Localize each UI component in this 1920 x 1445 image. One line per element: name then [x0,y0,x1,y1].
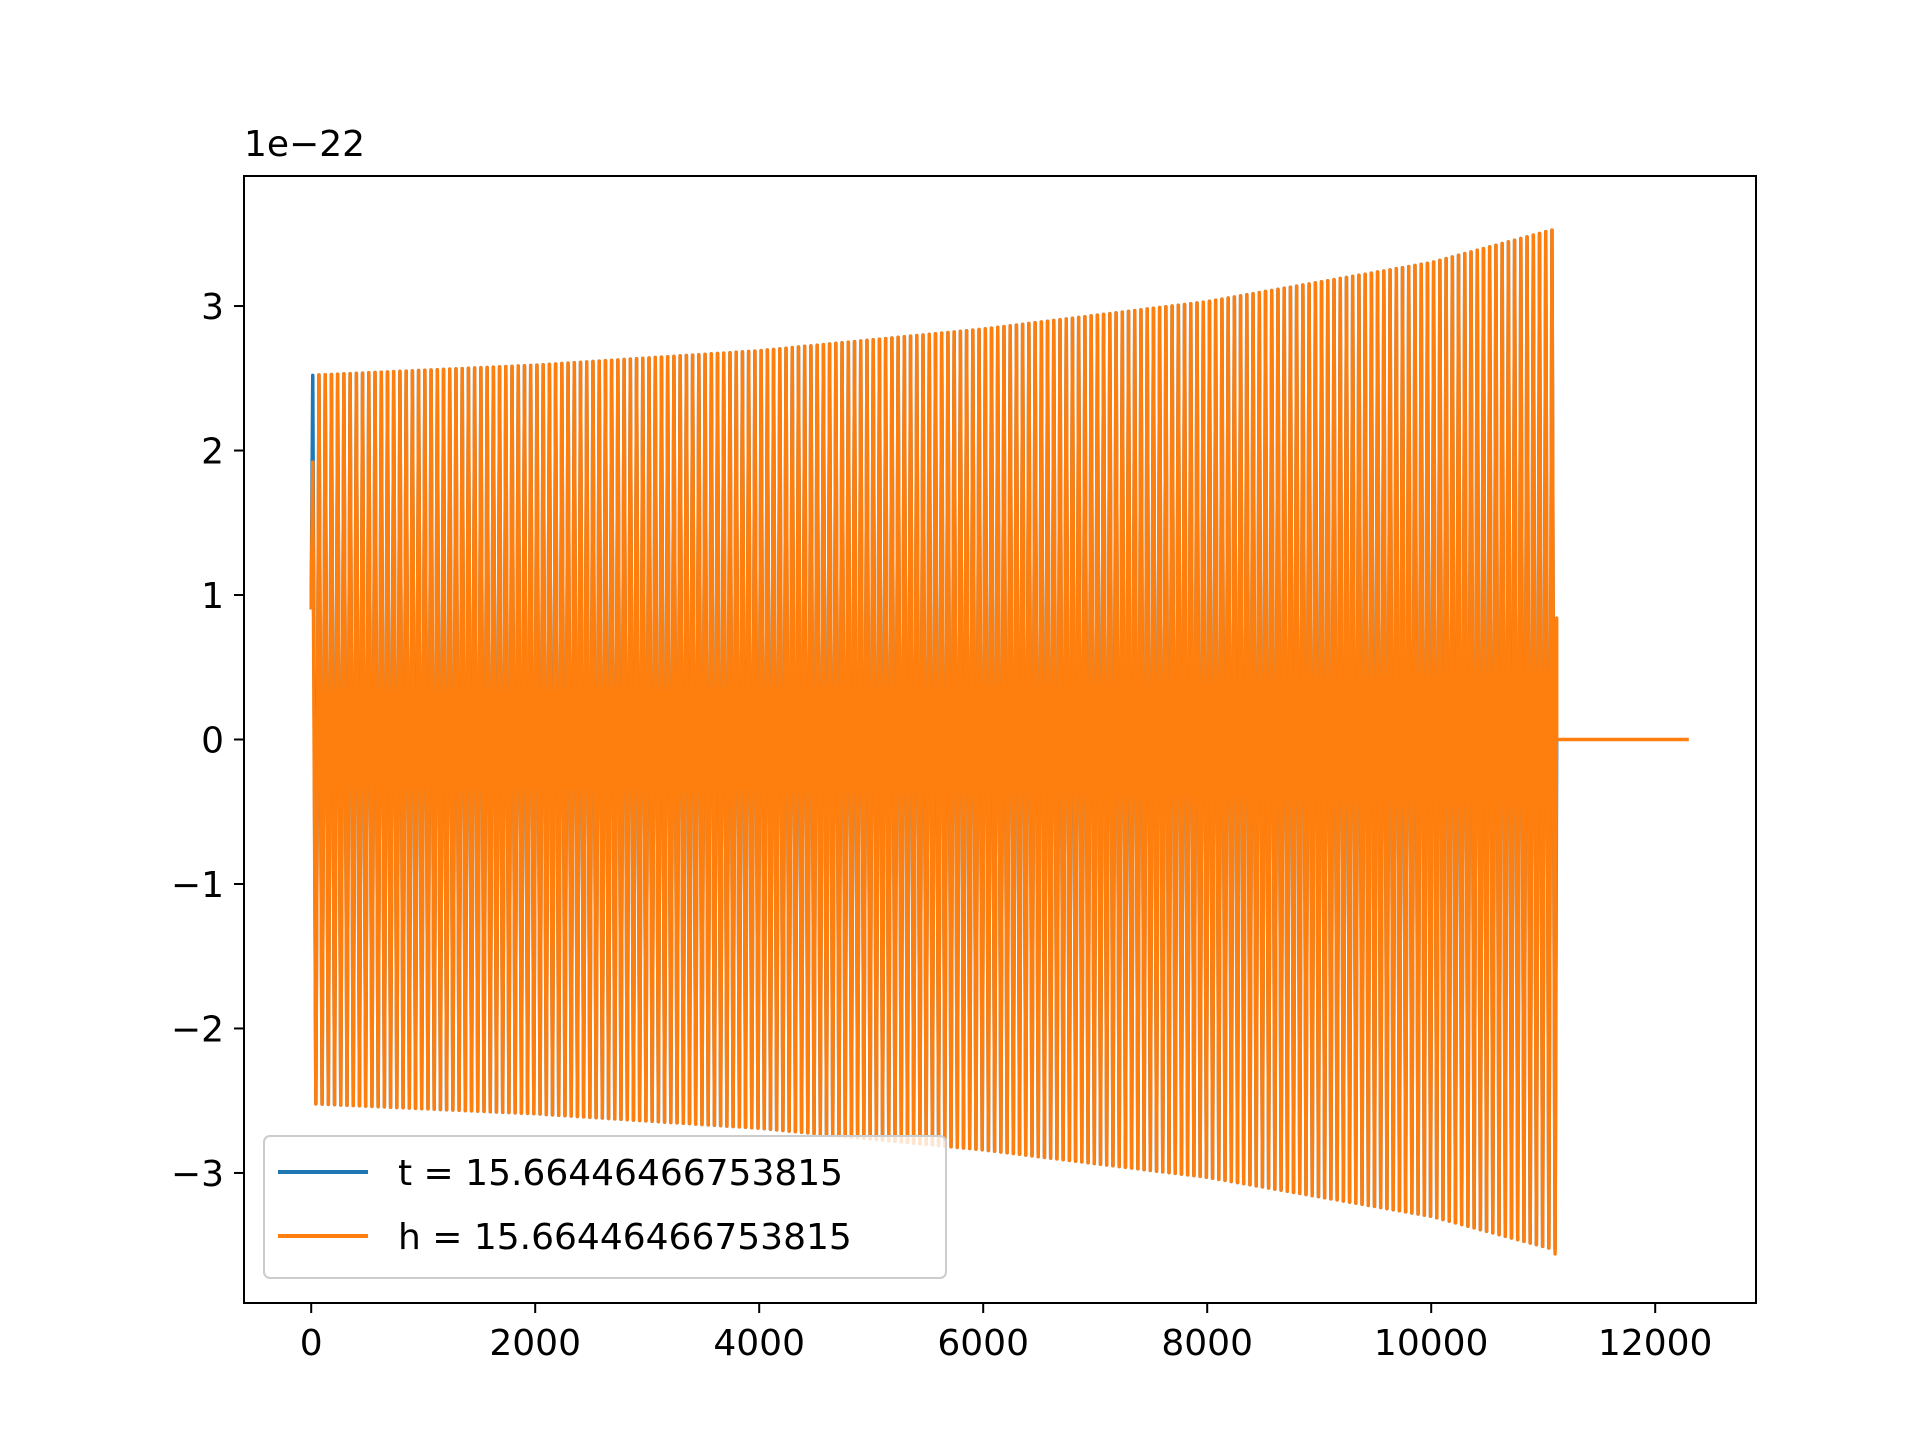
y-tick-label: 3 [201,287,224,328]
legend: t = 15.66446466753815 h = 15.664464667538… [263,1135,947,1279]
x-tick-label: 4000 [713,1323,805,1364]
y-tick-label: 0 [201,721,224,762]
series-group [309,228,1689,1256]
y-axis: −3 −2 −1 0 1 2 3 [171,287,244,1195]
y-tick-label: 2 [201,432,224,473]
x-tick-label: 12000 [1598,1323,1713,1364]
x-axis: 0 2000 4000 6000 8000 10000 12000 [300,1303,1713,1364]
x-tick-label: 0 [300,1323,323,1364]
series-line-h [309,228,1689,1256]
x-tick-label: 8000 [1161,1323,1253,1364]
x-tick-label: 10000 [1374,1323,1489,1364]
legend-label-h: h = 15.66446466753815 [398,1217,852,1258]
y-offset-text: 1e−22 [244,124,365,165]
legend-box [263,1135,947,1279]
y-tick-label: 1 [201,576,224,617]
x-tick-label: 6000 [937,1323,1029,1364]
legend-label-t: t = 15.66446466753815 [398,1153,843,1194]
y-tick-label: −1 [171,865,224,906]
y-tick-label: −2 [171,1009,224,1050]
x-tick-label: 2000 [489,1323,581,1364]
y-tick-label: −3 [171,1154,224,1195]
